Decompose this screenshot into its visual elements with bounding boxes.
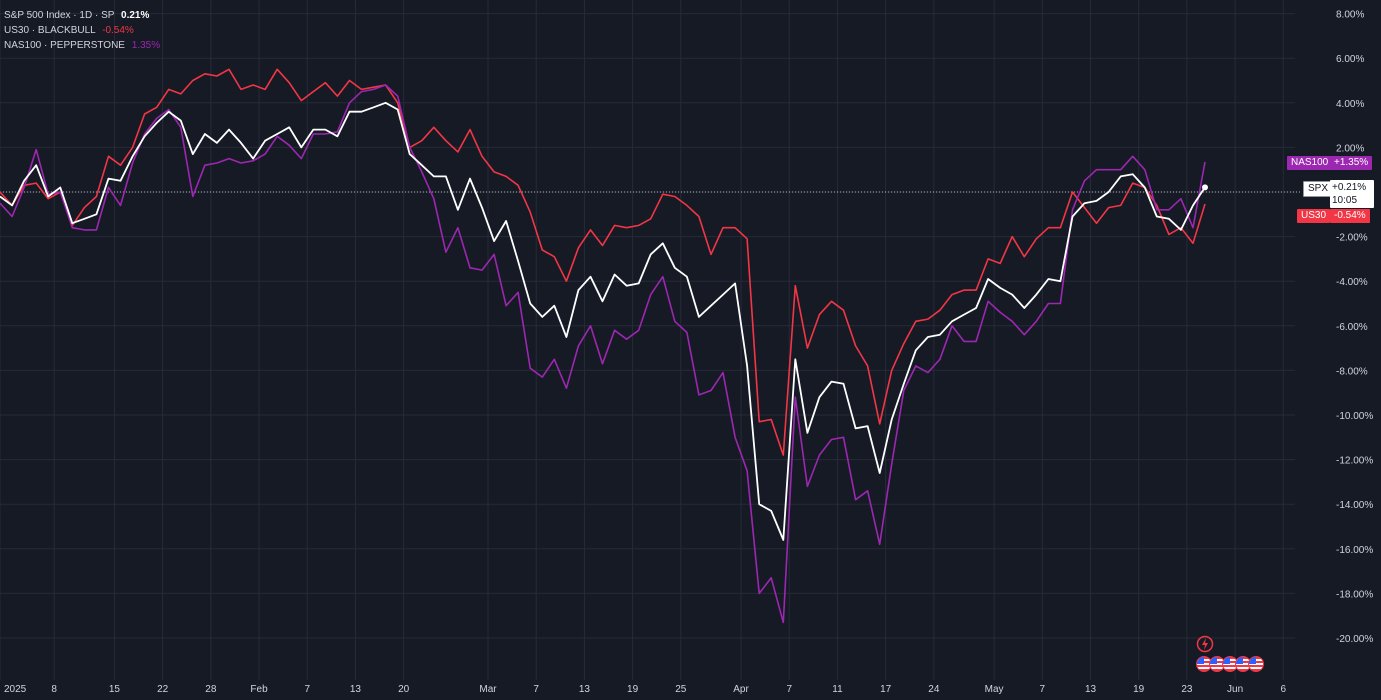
legend-nas100-change: 1.35% xyxy=(131,40,161,51)
x-tick-label: 2025 xyxy=(4,684,27,695)
spx-price-tag-name: SPX xyxy=(1303,181,1334,197)
chart-series xyxy=(0,68,1206,624)
x-tick-label: 17 xyxy=(880,684,892,695)
legend-us30-name: US30 · BLACKBULL xyxy=(4,25,96,36)
legend-spx-change: 0.21% xyxy=(121,10,150,21)
us-flag-icon[interactable] xyxy=(1235,656,1251,672)
x-tick-label: 24 xyxy=(928,684,940,695)
x-tick-label: 22 xyxy=(157,684,169,695)
y-tick-label: 4.00% xyxy=(1336,99,1364,110)
x-tick-label: 13 xyxy=(579,684,591,695)
x-tick-label: 13 xyxy=(1085,684,1097,695)
y-tick-label: -8.00% xyxy=(1336,366,1368,377)
x-tick-label: 7 xyxy=(533,684,539,695)
x-axis: 2025 8 15 22 28 Feb 7 13 20 Mar 7 13 19 25 Apr 7 11 17 24 M… xyxy=(4,684,1287,695)
x-tick-label: May xyxy=(985,684,1004,695)
us30-price-tag-name: US30 xyxy=(1297,209,1331,223)
x-tick-label: 25 xyxy=(675,684,687,695)
series-line-us30 xyxy=(0,68,1206,456)
y-tick-label: -18.00% xyxy=(1336,589,1373,600)
x-tick-label: 23 xyxy=(1181,684,1193,695)
x-tick-label: 6 xyxy=(1281,684,1287,695)
legend-us30[interactable]: US30 · BLACKBULL -0.54% xyxy=(4,23,160,38)
legend-nas100[interactable]: NAS100 · PEPPERSTONE 1.35% xyxy=(4,38,160,53)
series-line-nas100 xyxy=(0,84,1206,624)
spx-price-tag-change: +0.21% xyxy=(1332,182,1367,193)
series-line-spx xyxy=(0,101,1206,541)
nas100-price-tag-name: NAS100 xyxy=(1287,156,1333,170)
x-tick-label: 7 xyxy=(304,684,310,695)
us30-price-tag-value: -0.54% xyxy=(1330,209,1370,223)
legend-us30-change: -0.54% xyxy=(102,25,134,36)
nas100-price-tag-value: +1.35% xyxy=(1330,156,1373,170)
y-tick-label: -4.00% xyxy=(1336,277,1368,288)
x-tick-label: 13 xyxy=(350,684,362,695)
legend-spx[interactable]: S&P 500 Index · 1D · SP 0.21% xyxy=(4,8,160,23)
x-tick-label: 20 xyxy=(398,684,410,695)
x-tick-label: 7 xyxy=(786,684,792,695)
spx-price-tag-value: +0.21% 10:05 xyxy=(1330,180,1374,208)
y-tick-label: -12.00% xyxy=(1336,456,1373,467)
x-tick-label: 28 xyxy=(205,684,217,695)
x-tick-label: 11 xyxy=(832,684,843,695)
y-tick-label: -16.00% xyxy=(1336,545,1373,556)
x-tick-label: 19 xyxy=(1133,684,1145,695)
legend-spx-name: S&P 500 Index · 1D · SP xyxy=(4,10,115,21)
y-tick-label: 2.00% xyxy=(1336,143,1364,154)
y-tick-label: -10.00% xyxy=(1336,411,1373,422)
x-tick-label: 8 xyxy=(51,684,57,695)
spx-bar-countdown: 10:05 xyxy=(1332,195,1358,206)
us-flag-icon[interactable] xyxy=(1248,656,1264,672)
y-tick-label: -2.00% xyxy=(1336,233,1368,244)
x-tick-label: Mar xyxy=(479,684,497,695)
x-tick-label: 7 xyxy=(1040,684,1046,695)
y-tick-label: -14.00% xyxy=(1336,500,1373,511)
y-tick-label: -6.00% xyxy=(1336,322,1368,333)
x-tick-label: 15 xyxy=(109,684,121,695)
x-tick-label: Apr xyxy=(733,684,749,695)
x-tick-label: Feb xyxy=(250,684,268,695)
y-tick-label: -20.00% xyxy=(1336,634,1373,645)
lightning-icon[interactable] xyxy=(1196,635,1214,653)
y-tick-label: 6.00% xyxy=(1336,54,1364,65)
economic-events-flags[interactable] xyxy=(1196,656,1264,672)
chart-legend: S&P 500 Index · 1D · SP 0.21% US30 · BLA… xyxy=(4,8,160,53)
y-axis: 8.00% 6.00% 4.00% 2.00% -2.00% -4.00% -6.00% -8… xyxy=(1336,10,1373,645)
x-tick-label: Jun xyxy=(1227,684,1243,695)
chart-grid xyxy=(0,0,1295,680)
legend-nas100-name: NAS100 · PEPPERSTONE xyxy=(4,40,125,51)
x-tick-label: 19 xyxy=(627,684,639,695)
spx-last-point-marker xyxy=(1202,184,1208,191)
y-tick-label: 8.00% xyxy=(1336,10,1364,21)
